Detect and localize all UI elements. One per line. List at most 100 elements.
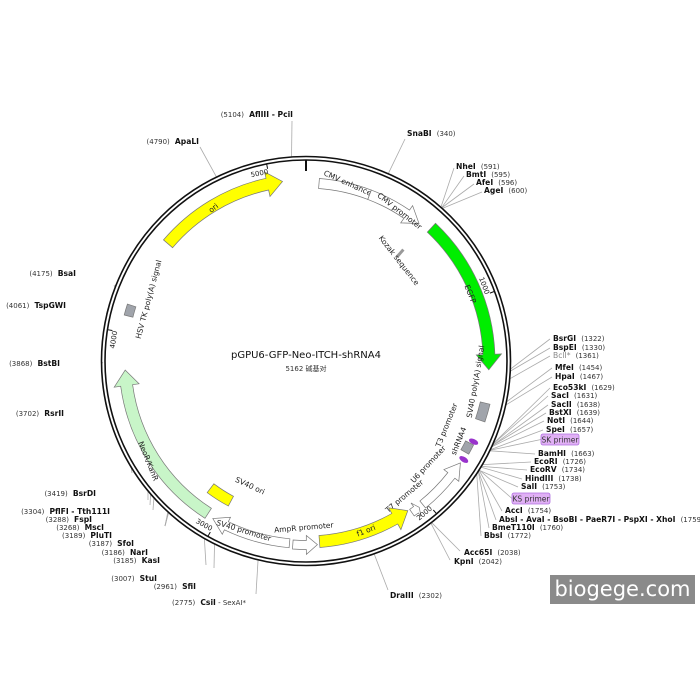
enzyme-site-label[interactable]: BmtI (595): [466, 162, 510, 181]
enzyme-site-label[interactable]: AgeI (600): [484, 178, 527, 197]
enzyme-leader: [506, 376, 553, 406]
enzyme-site-label[interactable]: SacI (1631): [551, 383, 598, 402]
enzyme-site-label[interactable]: NotI (1644): [547, 408, 594, 427]
enzyme-site-label[interactable]: EcoRV (1734): [530, 457, 585, 476]
enzyme-position: (3868): [9, 360, 33, 368]
enzyme-site-label[interactable]: Acc65I (2038): [464, 540, 521, 559]
enzyme-site-label[interactable]: (3186) NarI: [102, 540, 149, 559]
enzyme-site-label[interactable]: BstXI (1639): [549, 400, 600, 419]
enzyme-site-label[interactable]: Eco53kI (1629): [553, 375, 615, 394]
enzyme-site-label[interactable]: (2961) SfiI: [154, 574, 196, 593]
feature-neor-kanr[interactable]: NeoR/KanR: [113, 369, 212, 519]
enzyme-site-label[interactable]: EcoRI (1726): [534, 449, 586, 468]
enzyme-position: (1330): [582, 344, 606, 352]
enzyme-name: KasI: [142, 556, 161, 565]
feature-cmv-enhancer[interactable]: CMV enhancer: [318, 169, 377, 200]
enzyme-site-label[interactable]: BbsI (1772): [484, 523, 531, 542]
enzyme-name: BmtI: [466, 170, 486, 179]
feature-ori[interactable]: ori: [163, 171, 284, 249]
enzyme-site-label[interactable]: SnaBI (340): [407, 121, 456, 140]
feature-hsv-tk-poly-a-signal[interactable]: HSV TK poly(A) signal: [123, 259, 164, 340]
enzyme-site-label[interactable]: (3187) SfoI: [89, 531, 134, 550]
enzyme-leader: [481, 465, 528, 471]
enzyme-site-label[interactable]: BmeT110I (1760): [492, 515, 563, 534]
enzyme-position: (3185): [113, 557, 137, 565]
enzyme-leader: [492, 420, 545, 447]
enzyme-position: (4061): [6, 302, 30, 310]
enzyme-site-label[interactable]: (3419) BsrDI: [44, 481, 96, 500]
primer-box: [540, 433, 580, 446]
enzyme-site-label[interactable]: (3304) PflFI - Tth111I: [21, 499, 110, 518]
enzyme-leader: [506, 367, 553, 402]
enzyme-name: BsaI: [58, 269, 76, 278]
enzyme-site-label[interactable]: (4061) TspGWI: [6, 293, 66, 312]
enzyme-leader: [164, 512, 169, 527]
enzyme-leader: [199, 146, 217, 177]
backbone-outer: [100, 155, 512, 567]
enzyme-site-label[interactable]: KpnI (2042): [454, 549, 502, 568]
promoter-mark: [468, 438, 479, 445]
feature-shape: [212, 516, 291, 549]
primer-ks-primer[interactable]: KS primer: [511, 492, 550, 505]
feature-cmv-promoter[interactable]: CMV promoter: [367, 189, 425, 232]
enzyme-site-label[interactable]: (4175) BsaI: [29, 261, 76, 280]
feature-label: HSV TK poly(A) signal: [134, 259, 164, 340]
enzyme-name: BstXI: [549, 408, 572, 417]
enzyme-name: SfoI: [117, 539, 134, 548]
enzyme-position: (2775): [172, 599, 196, 607]
enzyme-labels: (5104) AflIII - PciI (4790) ApaLI SnaBI (3…: [6, 102, 700, 609]
enzyme-site-label[interactable]: BsrGI (1322): [553, 326, 605, 345]
enzyme-site-label[interactable]: SalI (1753): [521, 474, 566, 493]
enzyme-position: (3187): [89, 540, 113, 548]
enzyme-site-label[interactable]: (2775) CsiI - SexAI*: [172, 590, 247, 609]
enzyme-site-label[interactable]: BclI* (1361): [553, 343, 599, 362]
enzyme-site-label[interactable]: SacII (1638): [551, 392, 600, 411]
enzyme-site-label[interactable]: (3702) RsrII: [16, 401, 64, 420]
enzyme-site-label[interactable]: HpaI (1467): [555, 364, 603, 383]
feature-egfp[interactable]: EGFP: [426, 222, 503, 371]
feature-shape: [113, 369, 212, 519]
enzyme-name: StuI: [140, 574, 158, 583]
enzyme-position: (3186): [102, 549, 126, 557]
enzyme-site-label[interactable]: (3007) StuI: [111, 566, 157, 585]
enzyme-site-label[interactable]: AbsI - AvaI - BsoBI - PaeR7I - PspXI - X…: [499, 507, 700, 526]
enzyme-site-label[interactable]: MfeI (1454): [555, 355, 602, 374]
enzyme-leader: [479, 470, 519, 488]
enzyme-site-label[interactable]: BamHI (1663): [538, 441, 595, 460]
enzyme-name: TspGWI: [34, 301, 66, 310]
enzyme-site-label[interactable]: (5104) AflIII - PciI: [221, 102, 293, 121]
enzyme-name: SacI: [551, 391, 569, 400]
enzyme-leader: [478, 471, 497, 521]
enzyme-site-label[interactable]: (4790) ApaLI: [147, 129, 200, 148]
enzyme-site-label[interactable]: (3868) BstBI: [9, 351, 60, 370]
feature-kozak-sequence[interactable]: Kozak sequence: [377, 234, 422, 288]
enzyme-position: (596): [498, 179, 517, 187]
enzyme-site-label[interactable]: SpeI (1657): [546, 417, 594, 436]
enzyme-site-label[interactable]: DraIII (2302): [390, 583, 442, 602]
feature-label: SV40 ori: [234, 475, 266, 497]
enzyme-position: (595): [491, 171, 510, 179]
enzyme-site-label[interactable]: BspEI (1330): [553, 335, 605, 354]
feature-sv40-ori[interactable]: SV40 ori: [206, 475, 266, 507]
enzyme-name: AbsI - AvaI - BsoBI - PaeR7I - PspXI - X…: [499, 515, 676, 524]
enzyme-site-label[interactable]: (3189) PluTI: [62, 523, 112, 542]
enzyme-name: SalI: [521, 482, 537, 491]
enzyme-position: (1753): [542, 483, 566, 491]
enzyme-name: AfeI: [476, 178, 493, 187]
enzyme-site-label[interactable]: (3185) KasI: [113, 548, 160, 567]
enzyme-site-label[interactable]: (3288) FspI: [46, 507, 93, 526]
enzyme-leader: [490, 429, 544, 450]
plasmid-length: 5162 碱基对: [285, 364, 326, 373]
enzyme-position: (591): [481, 163, 500, 171]
enzyme-leader: [510, 347, 551, 372]
enzyme-site-label[interactable]: (3268) MscI: [56, 515, 104, 534]
feature-label: U6 promoter: [409, 443, 449, 485]
enzyme-site-label[interactable]: AccI (1754): [505, 498, 551, 517]
tick-label: 5000: [250, 168, 269, 179]
enzyme-site-label[interactable]: HindIII (1738): [525, 466, 582, 485]
primer-sk-primer[interactable]: SK primer: [540, 433, 580, 446]
enzyme-name: AflIII - PciI: [249, 110, 293, 119]
feature-t7-purple[interactable]: [458, 455, 469, 465]
enzyme-site-label[interactable]: AfeI (596): [476, 170, 517, 189]
enzyme-site-label[interactable]: NheI (591): [456, 154, 500, 173]
